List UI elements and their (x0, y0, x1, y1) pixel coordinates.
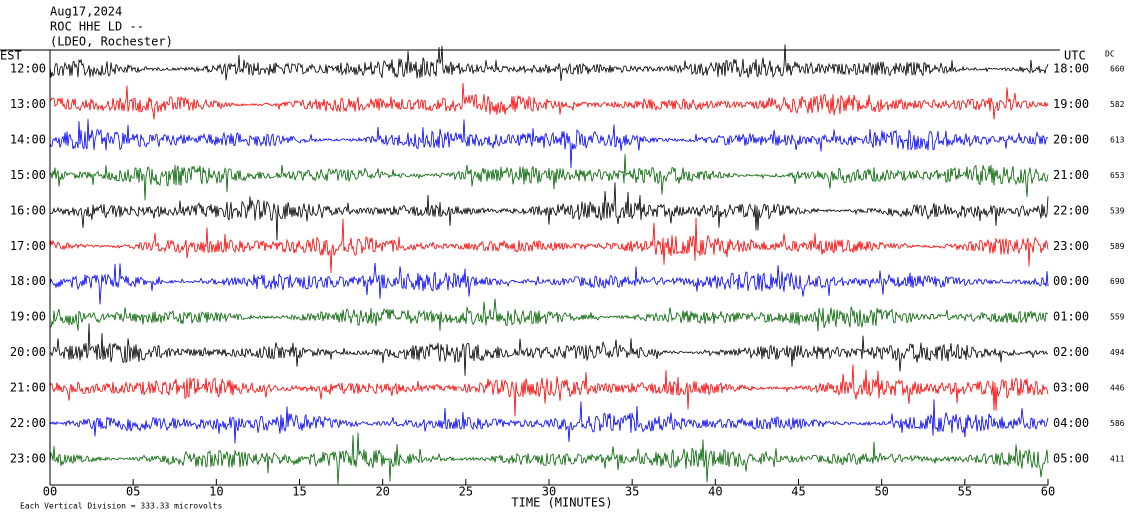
dc-value: 613 (1110, 135, 1125, 144)
trace (49, 217, 1049, 274)
right-axis-label: UTC (1064, 49, 1086, 63)
x-tick-label: 00 (43, 485, 57, 499)
trace (49, 298, 1049, 332)
dc-value: 539 (1110, 206, 1125, 215)
dc-value: 559 (1110, 313, 1125, 322)
dc-value: 586 (1110, 419, 1125, 428)
est-label: 18:00 (10, 274, 46, 288)
est-label: 23:00 (10, 451, 46, 465)
est-label: 13:00 (10, 97, 46, 111)
utc-label: 23:00 (1053, 239, 1089, 253)
title-line: ROC HHE LD -- (50, 20, 144, 34)
utc-label: 19:00 (1053, 97, 1089, 111)
trace (49, 82, 1049, 120)
utc-label: 05:00 (1053, 451, 1089, 465)
utc-label: 02:00 (1053, 345, 1089, 359)
est-label: 15:00 (10, 168, 46, 182)
utc-label: 22:00 (1053, 203, 1089, 217)
x-tick-label: 55 (958, 485, 972, 499)
x-tick-label: 30 (542, 485, 556, 499)
utc-label: 00:00 (1053, 274, 1089, 288)
utc-label: 18:00 (1053, 62, 1089, 76)
x-tick-label: 60 (1041, 485, 1055, 499)
trace (49, 399, 1049, 444)
utc-label: 03:00 (1053, 381, 1089, 395)
utc-label: 21:00 (1053, 168, 1089, 182)
x-tick-label: 40 (708, 485, 722, 499)
x-tick-label: 05 (126, 485, 140, 499)
est-label: 22:00 (10, 416, 46, 430)
dc-value: 411 (1110, 454, 1125, 463)
trace (49, 154, 1049, 201)
trace (49, 119, 1049, 169)
x-tick-label: 20 (375, 485, 389, 499)
trace (49, 262, 1049, 305)
est-label: 19:00 (10, 310, 46, 324)
title-line: (LDEO, Rochester) (50, 35, 173, 49)
dc-value: 582 (1110, 100, 1125, 109)
est-label: 14:00 (10, 132, 46, 146)
dc-value: 589 (1110, 242, 1125, 251)
dc-value: 494 (1110, 348, 1125, 357)
left-axis-label: EST (0, 49, 22, 63)
est-label: 17:00 (10, 239, 46, 253)
dc-value: 690 (1110, 277, 1125, 286)
x-tick-label: 50 (874, 485, 888, 499)
x-tick-label: 45 (791, 485, 805, 499)
est-label: 12:00 (10, 62, 46, 76)
traces (49, 44, 1049, 485)
utc-label: 01:00 (1053, 310, 1089, 324)
est-label: 21:00 (10, 381, 46, 395)
trace (49, 323, 1049, 376)
est-label: 16:00 (10, 203, 46, 217)
trace (49, 44, 1049, 81)
x-tick-label: 25 (459, 485, 473, 499)
x-tick-label: 15 (292, 485, 306, 499)
utc-label: 04:00 (1053, 416, 1089, 430)
x-tick-label: 10 (209, 485, 223, 499)
dc-value: 660 (1110, 65, 1125, 74)
trace (49, 182, 1049, 241)
x-tick-label: 35 (625, 485, 639, 499)
dc-label: DC (1105, 50, 1115, 59)
utc-label: 20:00 (1053, 132, 1089, 146)
trace (49, 364, 1049, 417)
x-axis-label: TIME (MINUTES) (511, 496, 612, 510)
est-label: 20:00 (10, 345, 46, 359)
title-line: Aug17,2024 (50, 5, 122, 19)
dc-value: 653 (1110, 171, 1125, 180)
footnote: Each Vertical Division = 333.33 microvol… (20, 502, 222, 511)
dc-value: 446 (1110, 384, 1125, 393)
trace (49, 432, 1049, 485)
